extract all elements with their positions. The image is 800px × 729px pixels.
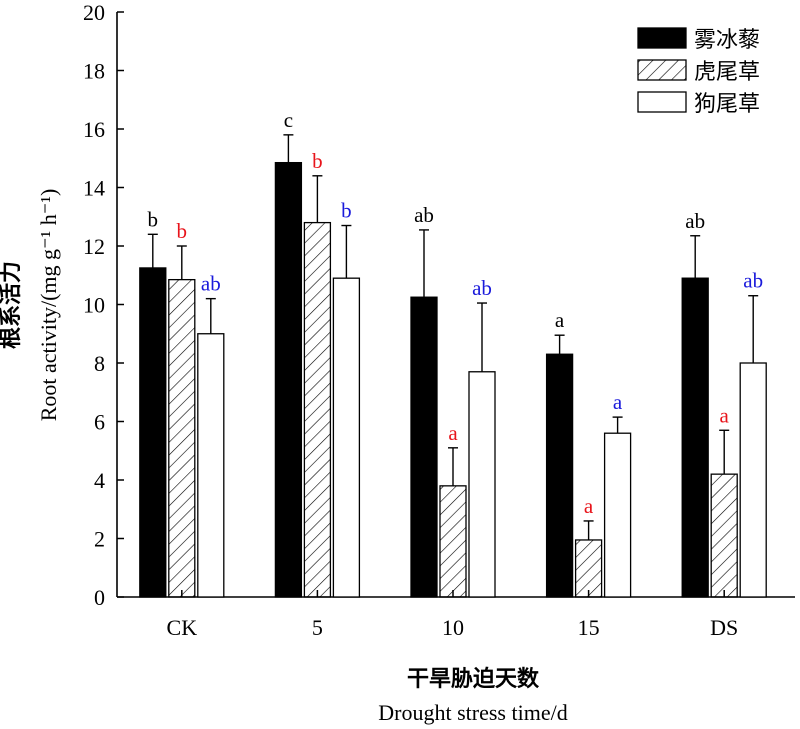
significance-letter: ab — [472, 276, 492, 300]
x-axis-title: 干旱胁迫天数 Drought stress time/d — [378, 666, 567, 725]
legend-swatch — [637, 59, 687, 81]
y-tick-label: 20 — [83, 0, 105, 25]
legend-swatch — [637, 27, 687, 49]
x-tick-label: 5 — [312, 615, 323, 640]
significance-letter: a — [613, 390, 623, 414]
y-axis-title-en: Root activity/(mg g⁻¹ h⁻¹) — [36, 189, 61, 422]
legend-swatch — [637, 91, 687, 113]
x-tick-label: 10 — [442, 615, 464, 640]
bar — [274, 161, 303, 598]
bar — [710, 473, 738, 598]
y-tick-label: 0 — [94, 585, 105, 610]
x-tick-label: CK — [167, 615, 198, 640]
y-tick-label: 2 — [94, 527, 105, 552]
bar — [197, 333, 225, 598]
y-axis-title-cn: 根系活力 — [0, 261, 23, 349]
significance-letter: ab — [685, 209, 705, 233]
x-tick-label: 15 — [578, 615, 600, 640]
y-tick-label: 8 — [94, 351, 105, 376]
y-tick-label: 18 — [83, 59, 105, 84]
significance-letter: a — [584, 494, 594, 518]
bar — [410, 296, 438, 598]
bar — [739, 362, 767, 598]
y-tick-label: 16 — [83, 117, 105, 142]
significance-letter: b — [341, 199, 352, 223]
bar — [168, 278, 196, 598]
significance-letter: a — [448, 421, 458, 445]
significance-letter: b — [312, 149, 323, 173]
legend-label: 雾冰藜 — [694, 27, 760, 52]
significance-letter: b — [148, 207, 159, 231]
bar — [681, 277, 709, 598]
bar — [545, 353, 574, 598]
significance-letter: a — [720, 403, 730, 427]
y-tick-label: 14 — [83, 176, 105, 201]
significance-letter: ab — [414, 203, 434, 227]
significance-letter: b — [177, 219, 188, 243]
bar — [603, 432, 632, 598]
y-axis-title: 根系活力 Root activity/(mg g⁻¹ h⁻¹) — [0, 189, 61, 422]
significance-letter: a — [555, 308, 565, 332]
significance-letter: ab — [201, 272, 221, 296]
legend-label: 狗尾草 — [694, 91, 760, 116]
x-tick-label: DS — [710, 615, 738, 640]
significance-letter: ab — [743, 269, 763, 293]
bar — [574, 539, 603, 598]
bar — [332, 277, 361, 598]
legend-label: 虎尾草 — [694, 59, 760, 84]
bar — [303, 221, 332, 598]
bar — [439, 485, 467, 598]
y-tick-label: 10 — [83, 293, 105, 318]
x-axis-title-cn: 干旱胁迫天数 — [407, 666, 540, 691]
y-tick-label: 6 — [94, 410, 105, 435]
y-tick-label: 12 — [83, 234, 105, 259]
significance-letter: c — [284, 108, 293, 132]
bar — [468, 371, 496, 598]
y-axis: 0 2 4 6 8 10 12 14 16 18 20 — [83, 0, 124, 610]
y-tick-label: 4 — [94, 468, 105, 493]
bar — [139, 267, 167, 598]
x-axis-title-en: Drought stress time/d — [378, 700, 567, 725]
